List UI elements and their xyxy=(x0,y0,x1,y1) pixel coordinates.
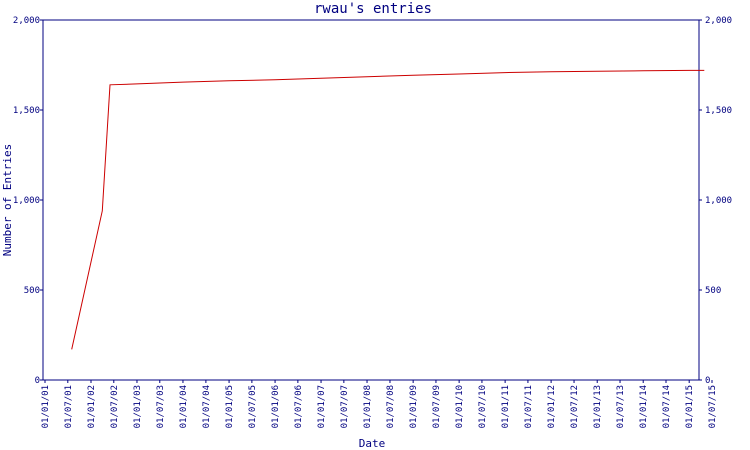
x-tick-label: 01/01/14 xyxy=(639,385,649,428)
x-tick-label: 01/01/02 xyxy=(87,385,97,428)
x-tick-label: 01/07/04 xyxy=(202,385,212,428)
x-tick-label: 01/07/11 xyxy=(524,385,534,428)
x-axis: 01/01/01 01/07/01 01/01/02 01/07/02 01/01/03… xyxy=(41,380,718,428)
y-axis-left: 0 500 1,000 1,500 2,000 xyxy=(13,16,43,386)
x-tick-label: 01/07/01 xyxy=(64,385,74,428)
x-tick-label: 01/01/03 xyxy=(133,385,143,428)
x-tick-label: 01/07/08 xyxy=(386,385,396,428)
x-tick-label: 01/01/01 xyxy=(41,385,51,428)
y-tick-label-left: 500 xyxy=(24,286,40,296)
x-tick-label: 01/01/07 xyxy=(317,385,327,428)
x-tick-label: 01/01/05 xyxy=(225,385,235,428)
series-group xyxy=(71,69,705,350)
x-tick-label: 01/01/12 xyxy=(547,385,557,428)
x-tick-label: 01/01/15 xyxy=(685,385,695,428)
x-tick-label: 01/07/10 xyxy=(478,385,488,428)
y-tick-label-right: 1,000 xyxy=(705,196,732,206)
x-tick-label: 01/01/13 xyxy=(593,385,603,428)
x-tick-label: 01/07/09 xyxy=(432,385,442,428)
x-tick-label: 01/07/07 xyxy=(340,385,350,428)
x-tick-label: 01/01/10 xyxy=(455,385,465,428)
plot-area-frame xyxy=(42,19,700,381)
y-tick-label-right: 500 xyxy=(705,286,721,296)
y-tick-label-right: 1,500 xyxy=(705,106,732,116)
entries-series-line xyxy=(71,69,705,350)
x-tick-label: 01/07/14 xyxy=(662,385,672,428)
x-tick-label: 01/07/06 xyxy=(294,385,304,428)
x-tick-label: 01/01/04 xyxy=(179,385,189,428)
x-tick-label: 01/07/02 xyxy=(110,385,120,428)
x-tick-label: 01/01/09 xyxy=(409,385,419,428)
x-axis-title: Date xyxy=(359,437,386,450)
x-tick-label: 01/07/05 xyxy=(248,385,258,428)
y-tick-label-right: 0 xyxy=(705,376,710,386)
x-tick-label: 01/07/13 xyxy=(616,385,626,428)
x-tick-label: 01/07/15 xyxy=(708,385,718,428)
y-tick-label-right: 2,000 xyxy=(705,16,732,26)
y-tick-label-left: 1,500 xyxy=(13,106,40,116)
x-tick-label: 01/07/03 xyxy=(156,385,166,428)
y-tick-label-left: 2,000 xyxy=(13,16,40,26)
y-tick-label-left: 0 xyxy=(35,376,40,386)
x-tick-label: 01/01/08 xyxy=(363,385,373,428)
y-tick-label-left: 1,000 xyxy=(13,196,40,206)
x-tick-label: 01/01/06 xyxy=(271,385,281,428)
y-axis-right: 0 500 1,000 1,500 2,000 xyxy=(699,16,732,386)
chart-title: rwau's entries xyxy=(314,1,432,17)
x-tick-label: 01/07/12 xyxy=(570,385,580,428)
x-tick-label: 01/01/11 xyxy=(501,385,511,428)
y-axis-title: Number of Entries xyxy=(1,144,14,257)
